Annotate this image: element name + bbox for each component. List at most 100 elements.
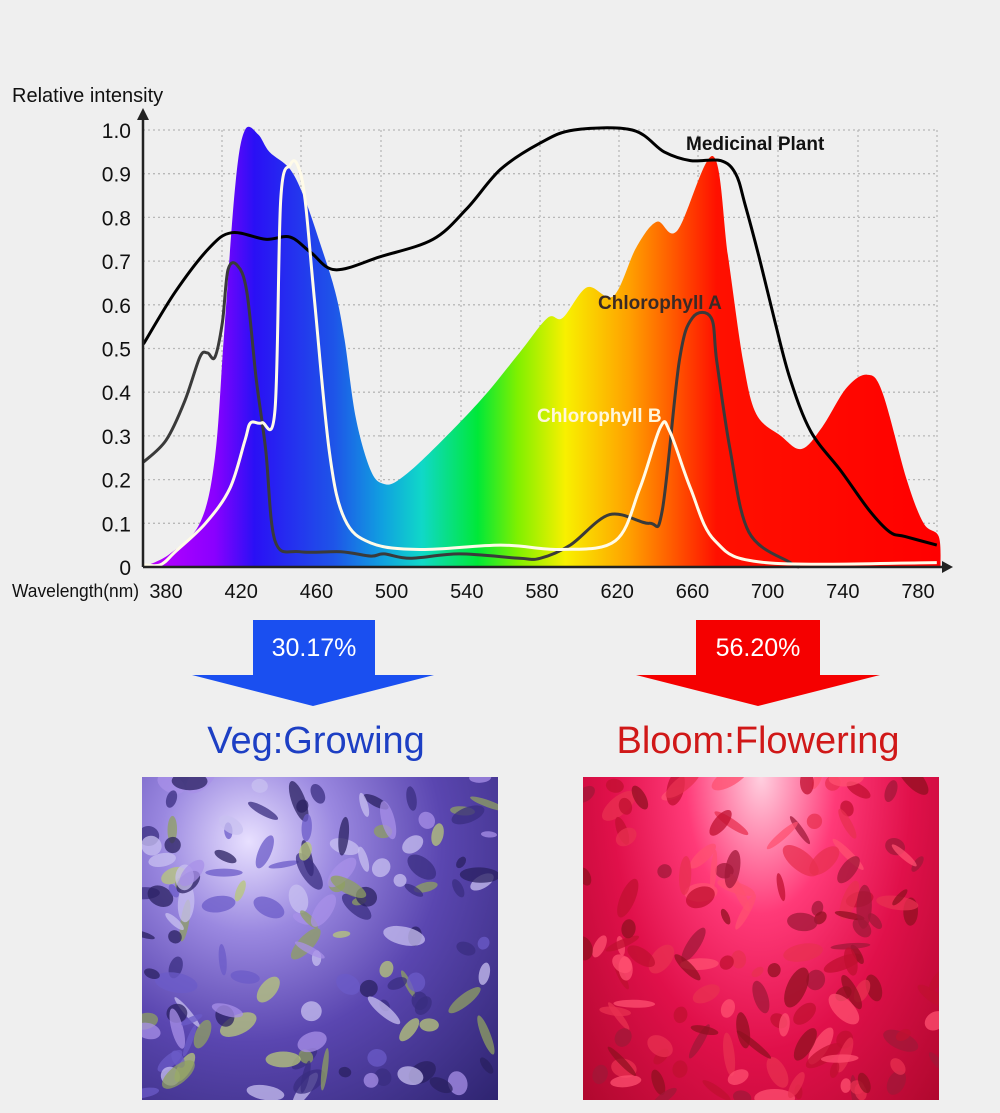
- leaf-shape: [298, 841, 312, 861]
- leaf-shape: [830, 942, 871, 950]
- x-tick-label: 740: [826, 581, 859, 603]
- leaf-shape: [724, 849, 741, 889]
- leaf-shape: [767, 962, 781, 978]
- leaf-shape: [805, 1043, 842, 1069]
- leaf-shape: [720, 908, 731, 925]
- leaf-shape: [230, 970, 260, 984]
- leaf-shape: [383, 925, 426, 946]
- leaf-shape: [884, 780, 898, 802]
- leaf-shape: [820, 1054, 859, 1063]
- series-line-chlorophyll-b: [143, 159, 937, 568]
- x-tick-label: 420: [225, 581, 258, 603]
- leaf-shape: [754, 1088, 795, 1100]
- leaf-shape: [404, 883, 424, 897]
- leaf-shape: [411, 991, 428, 1011]
- leaf-shape: [477, 936, 490, 950]
- leaf-shape: [615, 827, 637, 847]
- leaf-shape: [837, 856, 860, 884]
- y-tick-label: 0.5: [102, 339, 131, 362]
- leaf-shape: [182, 1025, 197, 1057]
- leaf-shape: [891, 844, 917, 867]
- leaf-shape: [179, 859, 205, 887]
- leaf-shape: [456, 941, 476, 956]
- leaf-shape: [367, 1049, 387, 1067]
- leaf-shape: [674, 954, 701, 981]
- leaf-shape: [205, 868, 243, 877]
- leaf-shape: [840, 1078, 852, 1093]
- bloom-percent: 56.20%: [715, 633, 801, 662]
- leaf-shape: [651, 1069, 666, 1096]
- leaf-shape: [736, 1012, 751, 1049]
- leaf-shape: [679, 855, 692, 895]
- leaf-shape: [793, 1028, 817, 1061]
- leaf-shape: [144, 968, 160, 980]
- leaf-shape: [399, 1018, 420, 1042]
- leaf-shape: [374, 1068, 392, 1086]
- leaf-shape: [148, 852, 176, 868]
- leaf-shape: [406, 786, 417, 811]
- leaf-shape: [723, 1032, 736, 1077]
- leaf-shape: [447, 1071, 468, 1096]
- series-line-chlorophyll-a: [142, 261, 801, 569]
- leaf-shape: [727, 1069, 749, 1085]
- y-axis-label: Relative intensity: [12, 85, 163, 107]
- x-tick-label: 380: [149, 581, 182, 603]
- leaf-shape: [168, 930, 182, 944]
- leaf-shape: [806, 813, 823, 829]
- leaf-shape: [681, 927, 706, 963]
- leaf-shape: [336, 973, 361, 995]
- leaf-shape: [709, 809, 732, 836]
- leaf-shape: [784, 967, 810, 1008]
- leaf-shape: [338, 816, 350, 856]
- leaf-shape: [165, 790, 178, 808]
- axes: [137, 108, 953, 573]
- x-tick-label: 460: [300, 581, 333, 603]
- leaf-shape: [895, 1029, 911, 1042]
- leaf-shape: [167, 815, 178, 844]
- leaf-shape: [647, 1035, 673, 1058]
- leaf-shape: [161, 1060, 195, 1089]
- leaf-shape: [924, 1011, 939, 1031]
- leaf-shape: [673, 1006, 688, 1024]
- y-tick-label: 0.4: [102, 382, 132, 405]
- y-tick-label: 0.8: [102, 207, 131, 230]
- y-tick-label: 0.7: [102, 251, 131, 274]
- leaf-shape: [255, 835, 274, 869]
- leaf-shape: [248, 801, 279, 820]
- leaf-shape: [850, 944, 864, 964]
- bloom-arrow-head-icon: [636, 675, 880, 706]
- leaf-shape: [929, 968, 939, 991]
- veg-percent: 30.17%: [271, 633, 357, 662]
- leaf-shape: [402, 835, 424, 854]
- leaf-shape: [142, 1087, 160, 1099]
- leaf-shape: [253, 896, 285, 919]
- leaf-shape: [610, 1075, 642, 1088]
- leaf-shape: [751, 966, 764, 978]
- bloom-stage-title: Bloom:Flowering: [616, 720, 900, 762]
- leaf-shape: [856, 884, 872, 929]
- leaf-shape: [290, 928, 321, 960]
- leaf-shape: [809, 846, 840, 876]
- leaf-shape: [214, 849, 237, 864]
- leaf-shape: [614, 1028, 632, 1047]
- leaf-shape: [732, 1090, 752, 1100]
- leaf-shape: [766, 821, 798, 850]
- leaf-shape: [838, 808, 857, 839]
- annotation-chlorophyll-b: Chlorophyll B: [537, 406, 662, 427]
- leaf-shape: [142, 929, 155, 940]
- leaf-shape: [367, 996, 401, 1025]
- leaf-shape: [294, 941, 325, 959]
- leaf-shape: [300, 1060, 311, 1093]
- leaf-shape: [310, 894, 337, 927]
- leaf-shape: [689, 843, 717, 869]
- leaf-shape: [397, 1066, 424, 1086]
- leaf-shape: [617, 878, 639, 918]
- leaf-shape: [890, 1058, 906, 1075]
- leaf-shape: [295, 852, 323, 890]
- leaf-shape: [829, 1061, 840, 1078]
- leaf-shape: [627, 945, 656, 968]
- leaf-shape: [310, 783, 326, 804]
- leaf-shape: [338, 1066, 352, 1078]
- leaf-shape: [896, 777, 929, 795]
- leaf-shape: [358, 846, 370, 872]
